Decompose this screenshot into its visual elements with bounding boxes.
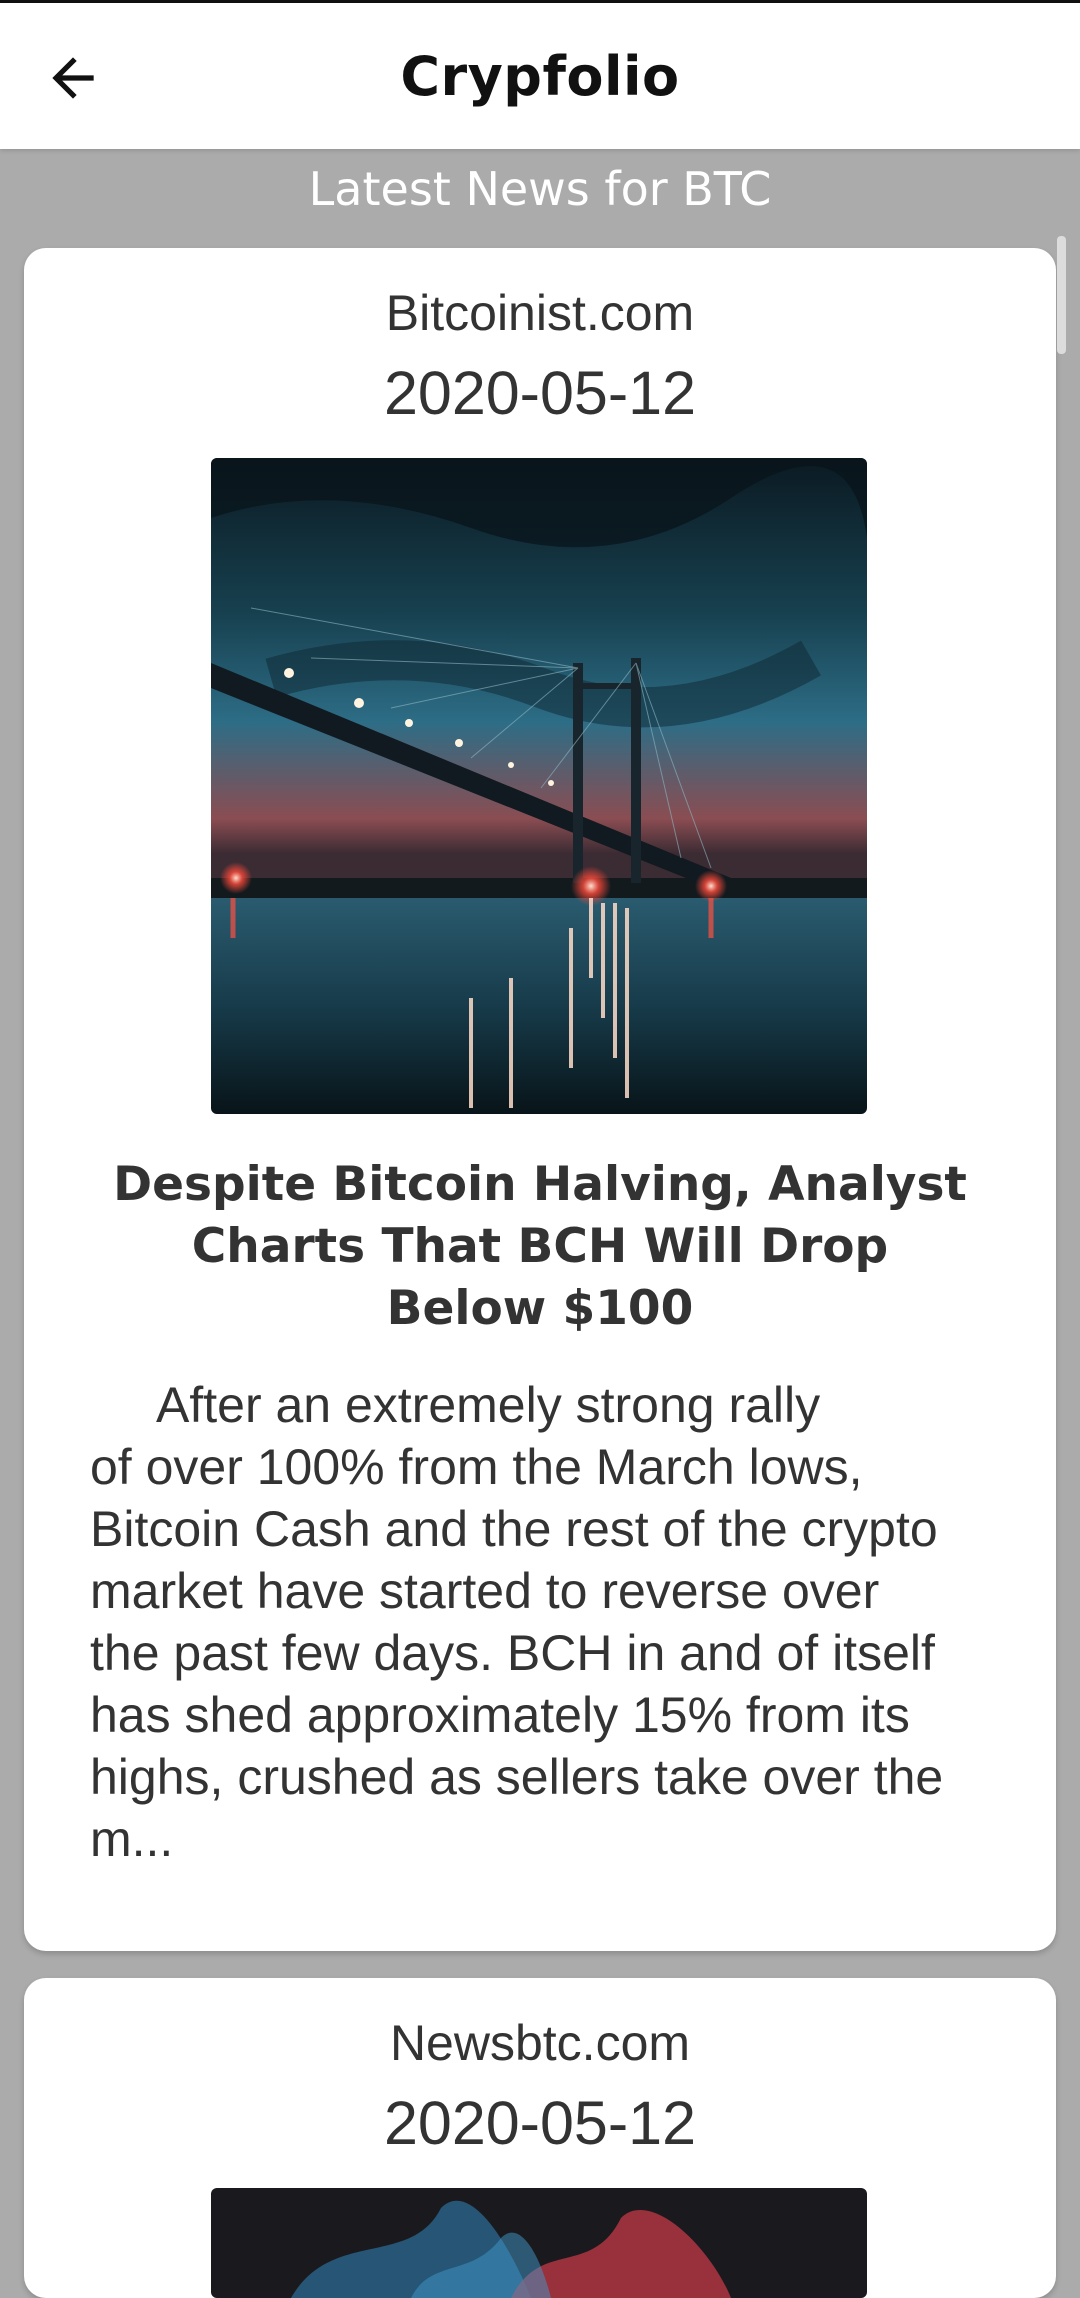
article-date: 2020-05-12 [383,359,697,427]
back-button[interactable] [28,33,118,123]
article-headline[interactable]: Despite Bitcoin Halving, Analyst Charts … [113,1157,967,1336]
article-date: 2020-05-12 [383,2089,697,2157]
article-image[interactable] [211,2188,867,2298]
news-card[interactable]: Bitcoinist.com 2020-05-12 [24,248,1056,1951]
smoke-photo-image [211,2188,867,2298]
article-image[interactable] [211,458,867,1114]
article-source: Bitcoinist.com [385,285,695,341]
section-title: Latest News for BTC [308,162,772,216]
app-title: Crypfolio [400,44,680,108]
bridge-photo-image [211,458,867,1114]
arrow-left-icon [52,57,94,99]
scrollbar[interactable] [1057,236,1066,354]
article-source: Newsbtc.com [389,2015,691,2071]
app-bar: Crypfolio [0,3,1080,149]
status-line [0,0,1080,3]
news-card[interactable]: Newsbtc.com 2020-05-12 [24,1978,1056,2298]
article-summary: After an extremely strong rally of over … [90,1377,944,1867]
